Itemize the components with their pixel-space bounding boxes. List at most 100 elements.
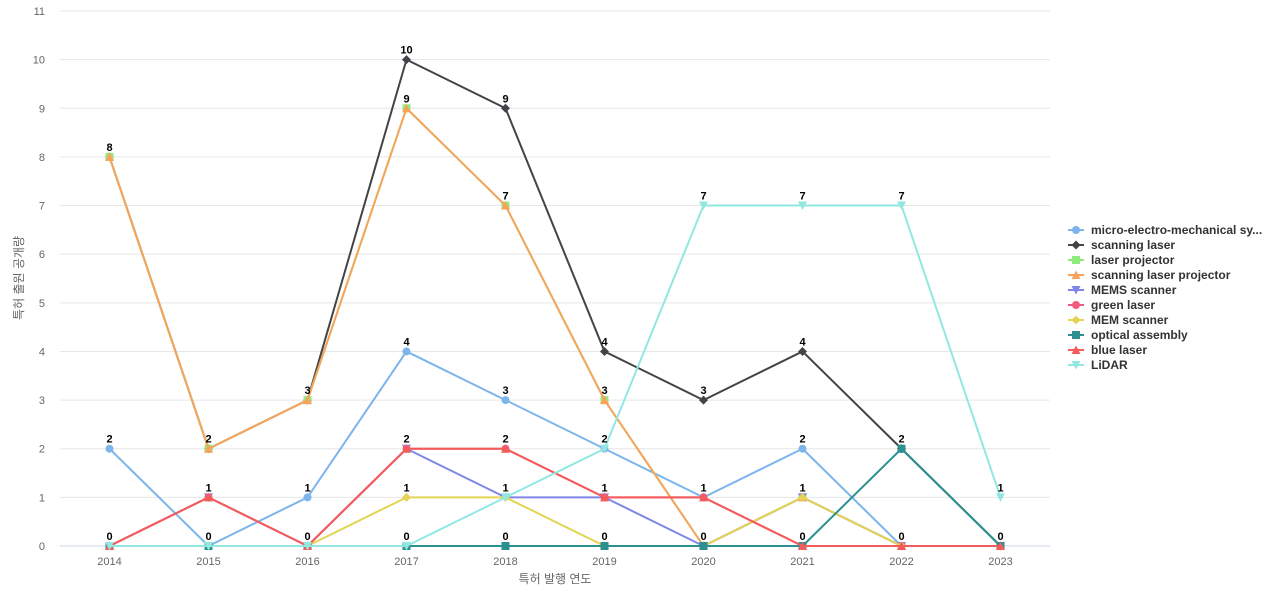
data-point <box>1072 225 1080 234</box>
data-point <box>402 444 411 453</box>
data-point <box>303 542 312 551</box>
legend-item[interactable]: MEMS scanner <box>1068 282 1278 297</box>
data-label: 9 <box>403 93 409 105</box>
data-label: 0 <box>601 531 607 543</box>
legend-label: laser projector <box>1091 252 1175 267</box>
data-point <box>897 444 906 453</box>
data-point <box>600 346 609 356</box>
y-tick-label: 5 <box>39 298 45 310</box>
x-axis-ticks: 2014 2015 2016 2017 2018 2019 2020 2021 2022 2023 <box>97 556 1012 568</box>
legend-item[interactable]: micro-electro-mechanical sy... <box>1068 222 1278 237</box>
data-point <box>501 103 510 113</box>
legend-symbol <box>1068 300 1084 309</box>
series-6 <box>105 492 1005 551</box>
series-lines <box>105 55 1005 551</box>
series-line <box>108 107 1002 547</box>
legend-item[interactable]: MEM scanner <box>1068 312 1278 327</box>
y-axis-ticks: 0 1 2 3 4 5 6 7 8 9 10 11 <box>33 6 45 553</box>
legend-label: optical assembly <box>1091 327 1188 342</box>
legend-item[interactable]: scanning laser <box>1068 237 1278 252</box>
y-tick-label: 0 <box>39 541 45 553</box>
series-line <box>108 107 1002 547</box>
data-point <box>105 542 114 551</box>
legend-label: blue laser <box>1091 342 1148 357</box>
y-tick-label: 7 <box>39 201 45 213</box>
x-axis-title: 특허 발행 연도 <box>519 571 592 586</box>
data-label: 7 <box>502 191 508 203</box>
data-label: 2 <box>205 434 211 446</box>
data-label: 1 <box>205 482 211 494</box>
data-label: 0 <box>205 531 211 543</box>
data-point <box>798 492 807 502</box>
data-label: 0 <box>502 531 508 543</box>
data-label: 2 <box>898 434 904 446</box>
legend-item[interactable]: laser projector <box>1068 252 1278 267</box>
data-label: 3 <box>601 385 607 397</box>
data-point <box>996 541 1005 550</box>
data-point <box>699 542 708 550</box>
legend-label: micro-electro-mechanical sy... <box>1091 222 1263 237</box>
y-axis-title: 특허 출원 공개량 <box>12 236 26 320</box>
legend-symbol <box>1068 330 1084 339</box>
data-point <box>1071 360 1081 369</box>
legend-label: green laser <box>1091 297 1156 312</box>
data-point <box>699 395 708 405</box>
data-label: 0 <box>106 531 112 543</box>
legend-item[interactable]: optical assembly <box>1068 327 1278 342</box>
data-point <box>996 493 1005 502</box>
data-label: 0 <box>898 531 904 543</box>
x-tick-label: 2014 <box>97 556 121 568</box>
series-line <box>108 496 1002 547</box>
data-label: 1 <box>601 482 607 494</box>
x-tick-label: 2016 <box>295 556 319 568</box>
data-label: 1 <box>502 482 508 494</box>
data-point <box>897 541 906 550</box>
y-tick-label: 10 <box>33 55 45 67</box>
data-point <box>204 492 213 502</box>
y-tick-label: 3 <box>39 395 45 407</box>
data-point <box>1072 330 1080 339</box>
data-point <box>798 346 807 356</box>
x-tick-label: 2022 <box>889 556 913 568</box>
x-tick-label: 2019 <box>592 556 616 568</box>
data-point <box>1071 315 1081 324</box>
data-label: 3 <box>304 385 310 397</box>
data-label: 2 <box>106 434 112 446</box>
data-point <box>1071 345 1081 354</box>
series-9 <box>105 201 1005 551</box>
data-label: 1 <box>403 482 409 494</box>
data-point <box>105 444 114 453</box>
data-point <box>501 201 510 210</box>
data-label: 4 <box>601 336 608 348</box>
data-label: 4 <box>799 336 806 348</box>
y-tick-label: 2 <box>39 444 45 456</box>
legend-item[interactable]: blue laser <box>1068 342 1278 357</box>
legend-item[interactable]: LiDAR <box>1068 357 1278 372</box>
data-point <box>699 492 708 502</box>
x-tick-label: 2023 <box>988 556 1012 568</box>
data-label: 7 <box>898 191 904 203</box>
data-point <box>600 492 609 502</box>
data-point <box>402 347 411 356</box>
data-label: 2 <box>502 434 508 446</box>
legend-item[interactable]: scanning laser projector <box>1068 267 1278 282</box>
data-label: 2 <box>601 434 607 446</box>
data-point <box>402 55 411 65</box>
data-label: 7 <box>799 191 805 203</box>
x-tick-label: 2018 <box>493 556 517 568</box>
data-point <box>1072 255 1080 264</box>
data-label: 0 <box>304 531 310 543</box>
data-point <box>303 493 312 502</box>
data-label: 1 <box>700 482 706 494</box>
y-tick-label: 11 <box>34 6 45 18</box>
data-label: 4 <box>403 336 410 348</box>
grid-lines <box>60 10 1050 547</box>
data-label: 7 <box>700 191 706 203</box>
data-point <box>798 201 807 211</box>
legend-item[interactable]: green laser <box>1068 297 1278 312</box>
data-point <box>1071 285 1081 294</box>
data-point <box>1071 270 1081 279</box>
data-point <box>600 395 609 405</box>
data-labels: 8202103101094210973210432107310742107201… <box>106 45 1003 543</box>
